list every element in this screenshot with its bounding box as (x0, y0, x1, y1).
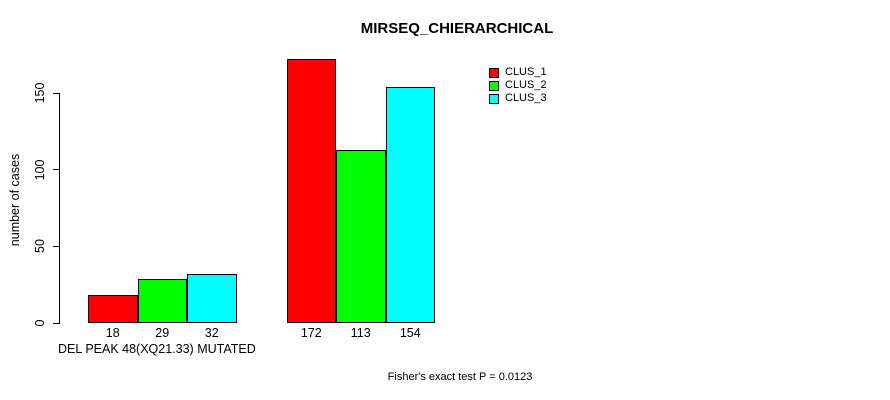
bar-clus_1-group-1 (88, 295, 138, 323)
bar-clus_3-group-2 (385, 86, 435, 323)
legend-swatch-clus-3 (489, 93, 499, 104)
y-axis-tick (53, 322, 60, 324)
y-axis-tick-label: 100 (33, 159, 47, 181)
legend-item-clus-1: CLUS_1 (489, 66, 547, 79)
y-axis-tick-label: 150 (33, 82, 47, 104)
bar-clus_2-group-2 (336, 149, 386, 323)
x-axis-label: DEL PEAK 48(XQ21.33) MUTATED (58, 342, 256, 356)
legend-item-clus-2: CLUS_2 (489, 79, 547, 92)
chart-title: MIRSEQ_CHIERARCHICAL (360, 20, 554, 37)
legend-swatch-clus-2 (489, 80, 499, 91)
bar-value-label: 113 (350, 326, 371, 340)
y-axis-tick-label: 0 (33, 319, 47, 327)
footnote: Fisher's exact test P = 0.0123 (387, 371, 533, 383)
y-axis-tick-label: 50 (33, 239, 47, 254)
y-axis-tick (53, 245, 60, 247)
bar-value-label: 172 (300, 326, 322, 340)
bar-value-label: 154 (399, 326, 421, 340)
y-axis-tick (53, 169, 60, 171)
legend: CLUS_1 CLUS_2 CLUS_3 (489, 66, 547, 105)
bar-clus_3-group-1 (187, 273, 237, 323)
bar-value-label: 18 (105, 326, 120, 340)
legend-label: CLUS_1 (505, 66, 547, 78)
y-axis-line (59, 93, 60, 324)
bar-clus_1-group-2 (286, 59, 336, 323)
bar-value-label: 32 (204, 326, 219, 340)
y-axis-label: number of cases (8, 153, 22, 247)
legend-label: CLUS_2 (505, 79, 547, 91)
bar-value-label: 29 (155, 326, 170, 340)
bar-clus_2-group-1 (137, 278, 187, 323)
legend-label: CLUS_3 (505, 92, 547, 104)
legend-swatch-clus-1 (489, 67, 499, 78)
legend-item-clus-3: CLUS_3 (489, 92, 547, 105)
y-axis-tick (53, 92, 60, 94)
